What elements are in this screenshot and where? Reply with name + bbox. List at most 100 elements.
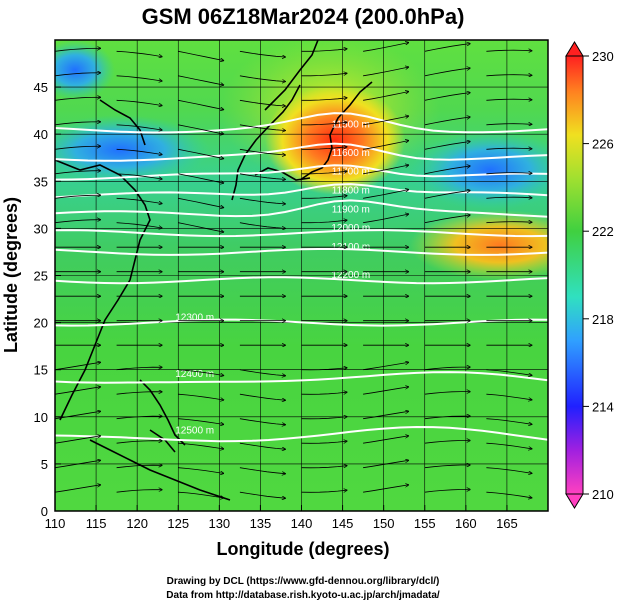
wind-streamline [55, 48, 100, 52]
wind-streamline [363, 436, 408, 444]
wind-streamline [116, 148, 162, 154]
x-tick-label: 165 [496, 516, 518, 531]
y-tick-label: 15 [34, 363, 48, 378]
wind-streamline [239, 148, 285, 155]
wind-streamline [424, 215, 470, 224]
x-axis-ticks: 110 115 120 125 130 135 140 145 150 155 160 165 [45, 505, 518, 531]
y-tick-label: 10 [34, 410, 48, 425]
wind-streamline [486, 222, 531, 223]
contour-line [55, 248, 548, 256]
wind-streamlines [55, 43, 532, 499]
wind-streamline [424, 441, 470, 444]
wind-streamline [178, 75, 223, 85]
colorbar-tick-label: 230 [592, 49, 614, 64]
wind-streamline [301, 417, 347, 420]
contour-label: 11800 m [332, 185, 370, 196]
wind-streamline [116, 197, 162, 203]
wind-streamline [55, 460, 100, 469]
wind-streamline [301, 392, 347, 395]
wind-streamline [116, 50, 162, 56]
wind-streamline [363, 485, 408, 493]
x-tick-label: 145 [332, 516, 354, 531]
warm-core [265, 85, 405, 195]
wind-streamline [363, 141, 408, 150]
wind-streamline [301, 466, 347, 469]
wind-streamline [486, 197, 531, 198]
wind-streamline [363, 411, 408, 420]
wind-streamline [363, 460, 408, 469]
wind-streamline [363, 43, 408, 52]
wind-streamline [239, 369, 285, 376]
y-axis-label: Latitude (degrees) [1, 197, 21, 353]
x-tick-label: 150 [373, 516, 395, 531]
cold-northwest [55, 40, 115, 100]
contour-line [55, 371, 548, 384]
colorbar-tick-label: 214 [592, 399, 614, 414]
colorbar-top-triangle [565, 41, 584, 57]
y-tick-label: 25 [34, 269, 48, 284]
wind-streamline [301, 73, 347, 77]
wind-streamline [116, 75, 162, 81]
plot-area: 11500 m 11600 m 11700 m 11800 m 11900 m 12000… [55, 40, 548, 511]
wind-streamline [178, 124, 223, 134]
contour-label: 12400 m [175, 369, 214, 380]
wind-streamline [486, 442, 531, 449]
wind-streamline [486, 491, 531, 498]
wind-streamline [363, 362, 408, 371]
y-tick-label: 30 [34, 221, 48, 236]
wind-streamline [424, 117, 470, 126]
x-tick-label: 120 [126, 516, 148, 531]
colorbar-tick-label: 222 [592, 224, 614, 239]
contour-line [55, 183, 548, 199]
wind-streamline [424, 166, 470, 175]
contour-label: 11900 m [332, 204, 370, 215]
wind-streamline [178, 369, 223, 376]
wind-streamline [301, 147, 347, 150]
wind-streamline [239, 442, 285, 449]
y-tick-label: 40 [34, 127, 48, 142]
wind-streamline [239, 197, 285, 204]
footer-line-1: Drawing by DCL (https://www.gfd-dennou.o… [167, 576, 440, 587]
contour-label: 11600 m [332, 148, 370, 159]
wind-streamline [301, 220, 347, 224]
contour-line [55, 276, 548, 285]
colorbar-bottom-triangle [565, 493, 584, 509]
footer-line-2: Data from http://database.rish.kyoto-u.a… [166, 590, 440, 601]
wind-streamline [178, 442, 223, 449]
wind-streamline [55, 122, 100, 126]
wind-streamline [116, 99, 162, 105]
wind-streamline [239, 467, 285, 474]
wind-streamline [178, 173, 223, 183]
wind-streamline [363, 214, 408, 224]
contour-label: 12200 m [331, 270, 370, 281]
x-tick-label: 140 [291, 516, 313, 531]
wind-streamline [116, 416, 162, 420]
wind-streamline [55, 195, 100, 199]
x-tick-label: 110 [45, 516, 66, 531]
wind-streamline [363, 92, 408, 101]
x-tick-label: 155 [414, 516, 436, 531]
wind-streamline [486, 393, 531, 400]
wind-streamline [239, 50, 285, 57]
chart-title: GSM 06Z18Mar2024 (200.0hPa) [142, 4, 465, 29]
wind-streamline [301, 98, 347, 101]
wind-streamline [55, 411, 100, 420]
wind-streamline [486, 148, 531, 149]
wind-streamline [239, 99, 285, 106]
y-tick-label: 0 [41, 504, 48, 519]
wind-streamline [486, 75, 531, 76]
wind-streamline [178, 197, 223, 207]
coastlines [55, 40, 373, 501]
wind-streamline [116, 465, 162, 469]
y-tick-label: 35 [34, 174, 48, 189]
wind-streamline [486, 124, 531, 125]
wind-streamline [239, 418, 285, 425]
wind-streamline [55, 146, 100, 150]
wind-streamline [178, 148, 223, 158]
contour-label: 11500 m [332, 119, 370, 130]
colorbar-tick-label: 210 [592, 487, 614, 502]
wind-streamline [363, 190, 408, 199]
colorbar-ticks: 210 214 218 222 226 230 [583, 49, 614, 502]
contour-line [55, 164, 548, 181]
